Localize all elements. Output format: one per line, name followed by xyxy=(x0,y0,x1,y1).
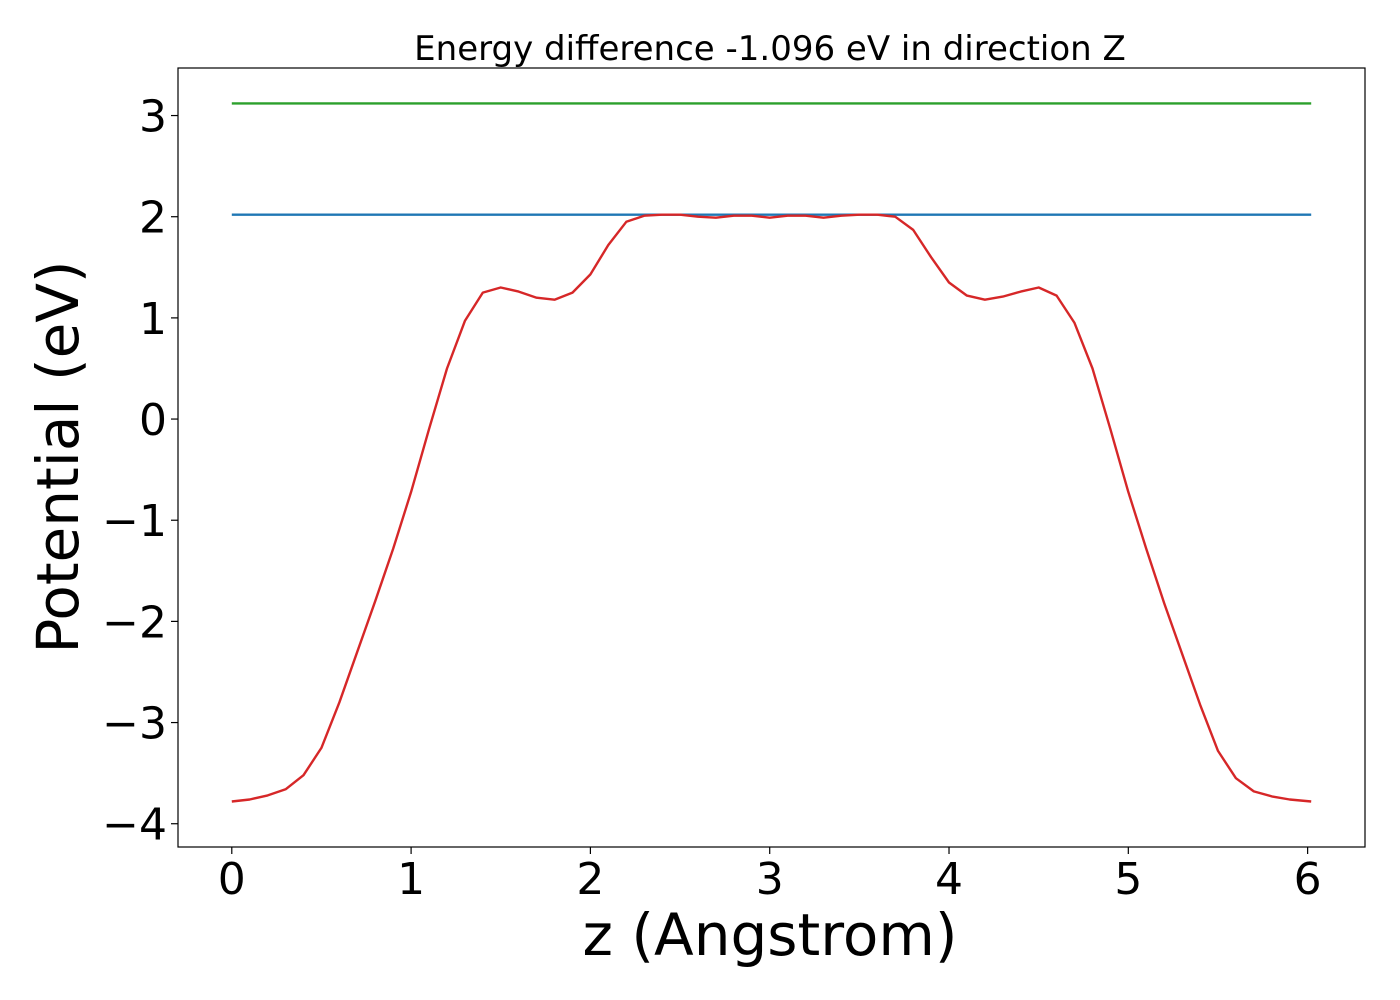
x-tick-label: 6 xyxy=(1294,854,1322,905)
series-line-3 xyxy=(231,213,1312,803)
y-tick-label: 3 xyxy=(139,92,167,143)
series-layer xyxy=(231,102,1312,803)
x-tick-label: 5 xyxy=(1114,854,1142,905)
y-axis-label: Potential (eV) xyxy=(24,260,92,653)
x-axis-label: z (Angstrom) xyxy=(583,901,958,969)
y-tick-label: 1 xyxy=(139,294,167,345)
y-tick-label: −1 xyxy=(102,496,167,547)
y-tick-label: −3 xyxy=(102,699,167,750)
plot-area-frame xyxy=(177,67,1366,848)
x-axis-ticks: 0 1 2 3 4 5 6 xyxy=(218,847,1322,905)
y-tick-label: −2 xyxy=(102,597,167,648)
y-tick-label: −4 xyxy=(102,800,167,851)
x-tick-label: 2 xyxy=(576,854,604,905)
x-tick-label: 3 xyxy=(756,854,784,905)
chart-title: Energy difference -1.096 eV in direction… xyxy=(414,29,1126,69)
x-tick-label: 1 xyxy=(397,854,425,905)
x-tick-label: 0 xyxy=(218,854,246,905)
y-axis-ticks: −4 −3 −2 −1 0 1 2 3 xyxy=(102,92,178,851)
y-tick-label: 2 xyxy=(139,193,167,244)
y-tick-label: 0 xyxy=(139,395,167,446)
x-tick-label: 4 xyxy=(935,854,963,905)
